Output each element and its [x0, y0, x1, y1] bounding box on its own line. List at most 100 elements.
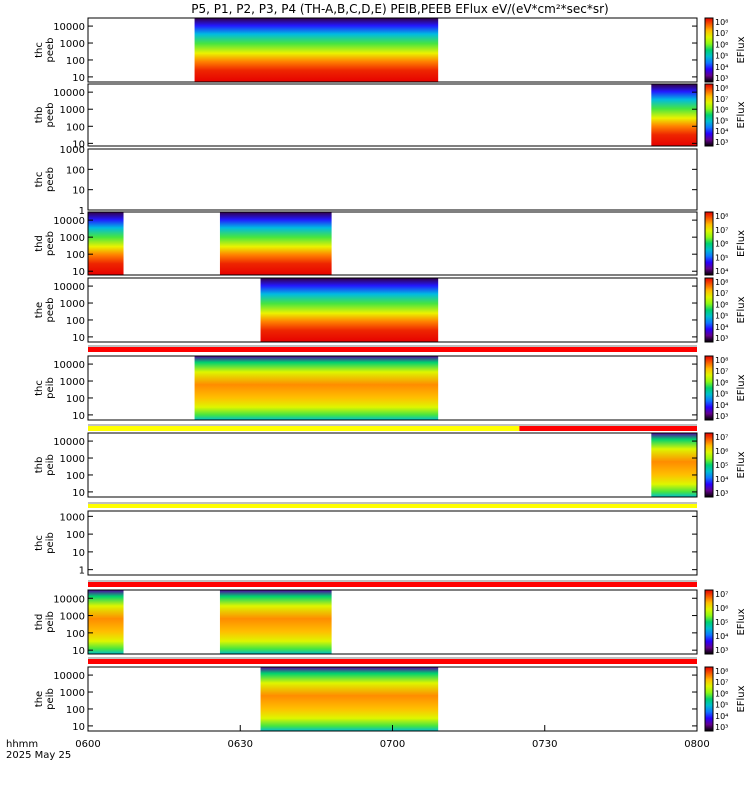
spectrogram-block [219, 212, 332, 275]
spectrogram-block [194, 18, 439, 82]
panel-thc-peeb: 10 100 1000 10000 thc peeb 10⁸ 10⁷ 10⁶ 10⁵ 10⁴ 10³ E… [34, 17, 747, 84]
y-tick-label: 10 [72, 722, 85, 733]
colorbar-tick-label: 10⁸ [715, 356, 728, 365]
colorbar-label: EFlux [736, 101, 747, 128]
colorbar-tick-label: 10³ [715, 489, 728, 498]
panel-label: thc [34, 380, 45, 396]
spectrogram-block [260, 278, 439, 342]
y-tick-label: 1000 [60, 105, 85, 116]
panel-the-peeb: 10 100 1000 10000 the peeb 10⁸ 10⁷ 10⁶ 10⁵ 10⁴ 10³ E… [34, 277, 747, 344]
y-tick-label: 10000 [53, 437, 85, 448]
y-tick-label: 1 [79, 206, 85, 217]
colorbar-label: EFlux [736, 36, 747, 63]
colorbar-tick-label: 10⁴ [715, 401, 728, 410]
colorbar-tick-label: 10⁷ [715, 590, 728, 599]
colorbar [704, 355, 714, 421]
spectrogram-block [651, 84, 697, 146]
x-tick-label: 0630 [228, 739, 253, 750]
colorbar-tick-label: 10⁷ [715, 289, 728, 298]
panel-frame [87, 17, 698, 83]
colorbar-tick-label: 10⁶ [715, 689, 728, 698]
y-tick-label: 100 [66, 122, 85, 133]
quality-flag-bar [88, 504, 697, 508]
colorbar-tick-label: 10⁴ [715, 63, 728, 72]
y-tick-label: 10000 [53, 671, 85, 682]
colorbar [704, 17, 714, 83]
panel-thd-peib: 10 100 1000 10000 thd peib 10⁷ 10⁶ 10⁵ 10⁴ 10³ EFlu… [34, 589, 747, 657]
colorbar-tick-label: 10⁴ [715, 632, 728, 641]
quality-flag-bar [88, 426, 520, 431]
panel-label: thd [34, 614, 45, 631]
y-tick-label: 1 [79, 566, 85, 577]
colorbar [704, 211, 714, 276]
colorbar-tick-label: 10⁷ [715, 678, 728, 687]
y-tick-label: 100 [66, 250, 85, 261]
colorbar-tick-label: 10³ [715, 412, 728, 421]
y-tick-label: 100 [66, 394, 85, 405]
spectrogram-block [219, 590, 332, 654]
spectrogram-block [88, 590, 124, 654]
y-tick-label: 1000 [60, 512, 85, 523]
colorbar-tick-label: 10⁷ [715, 29, 728, 38]
y-tick-label: 1000 [60, 377, 85, 388]
panel-frame [87, 589, 698, 655]
quality-flag-bar [88, 582, 697, 587]
panel-label: the [34, 302, 45, 318]
colorbar-tick-label: 10⁷ [715, 95, 728, 104]
panel-label: thb [34, 457, 45, 474]
spectrogram-block [88, 212, 124, 275]
colorbar-tick-label: 10⁶ [715, 604, 728, 613]
y-tick-label: 100 [66, 471, 85, 482]
colorbar-tick-label: 10³ [715, 334, 728, 343]
panel-label: peib [45, 532, 56, 554]
colorbar-tick-label: 10⁸ [715, 278, 728, 287]
colorbar [704, 432, 714, 498]
y-tick-label: 10 [72, 333, 85, 344]
panel-label: peeb [45, 38, 56, 63]
panel-frame [87, 432, 698, 498]
panel-label: the [34, 691, 45, 707]
date-label: 2025 May 25 [6, 750, 71, 761]
colorbar-tick-label: 10⁷ [715, 433, 728, 442]
panel-label: peib [45, 454, 56, 476]
y-tick-label: 10 [72, 488, 85, 499]
y-tick-label: 10000 [53, 216, 85, 227]
colorbar-label: EFlux [736, 685, 747, 712]
colorbar-tick-label: 10⁵ [715, 701, 728, 710]
colorbar-tick-label: 10⁵ [715, 618, 728, 627]
colorbar [704, 589, 714, 655]
colorbar-tick-label: 10⁵ [715, 253, 728, 262]
colorbar-tick-label: 10⁶ [715, 240, 728, 249]
spectrogram-block [194, 356, 439, 420]
colorbar-tick-label: 10⁸ [715, 212, 728, 221]
y-tick-label: 10 [72, 139, 85, 150]
x-axis-label: hhmm [6, 739, 38, 750]
panel-thd-peeb: 10 100 1000 10000 thd peeb 10⁸ 10⁷ 10⁶ 10⁵ 10⁴ EFlu… [34, 211, 747, 278]
quality-flag-bar [88, 659, 697, 664]
panel-label: peeb [45, 231, 56, 256]
y-tick-label: 1000 [60, 145, 85, 156]
colorbar-tick-label: 10⁶ [715, 378, 728, 387]
panel-label: thd [34, 235, 45, 252]
panel-label: peeb [45, 298, 56, 323]
y-tick-label: 10000 [53, 22, 85, 33]
colorbar-tick-label: 10⁴ [715, 267, 728, 276]
colorbar-tick-label: 10⁶ [715, 40, 728, 49]
colorbar-tick-label: 10⁶ [715, 300, 728, 309]
y-tick-label: 1000 [60, 688, 85, 699]
panel-label: thc [34, 535, 45, 551]
colorbar-tick-label: 10⁴ [715, 323, 728, 332]
y-tick-label: 10000 [53, 360, 85, 371]
panel-frame [87, 211, 698, 276]
y-tick-label: 10 [72, 646, 85, 657]
y-tick-label: 100 [66, 56, 85, 67]
panel-thb-peib: 10 100 1000 10000 thb peib 10⁷ 10⁶ 10⁵ 10⁴ 10³ EFlu… [34, 432, 747, 499]
y-tick-label: 10 [72, 186, 85, 197]
colorbar-tick-label: 10³ [715, 723, 728, 732]
y-tick-label: 10 [72, 411, 85, 422]
panel-label: thc [34, 42, 45, 58]
colorbar-tick-label: 10⁷ [715, 226, 728, 235]
chart-title: P5, P1, P2, P3, P4 (TH-A,B,C,D,E) PEIB,P… [191, 2, 608, 16]
